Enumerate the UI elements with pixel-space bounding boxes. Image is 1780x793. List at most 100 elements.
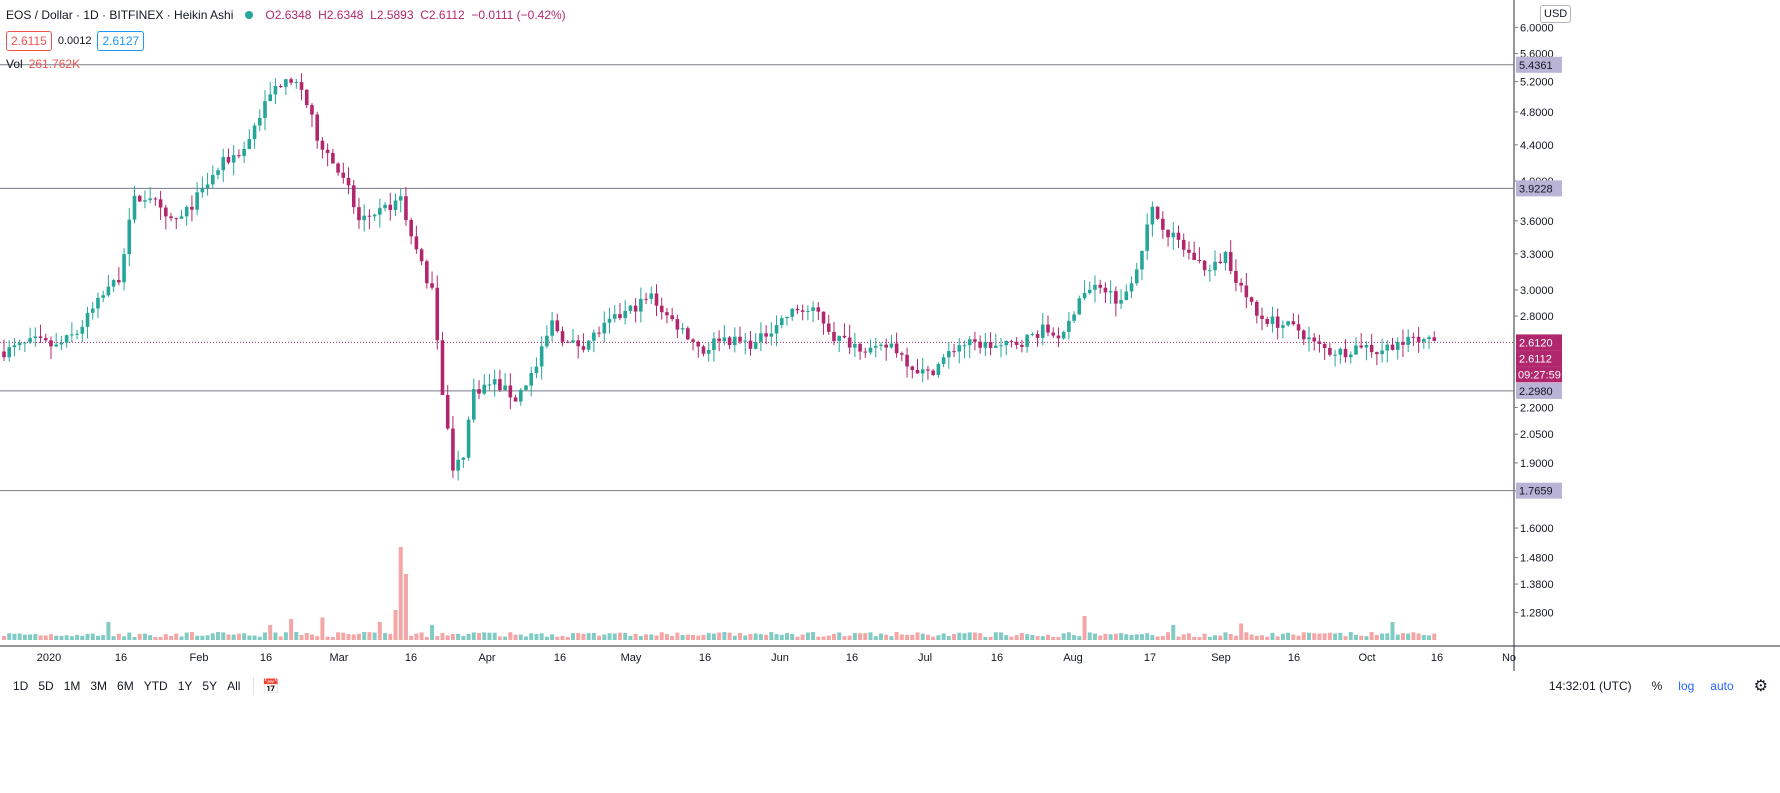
symbol-title[interactable]: EOS / Dollar · 1D · BITFINEX · Heikin As… <box>6 8 234 22</box>
candle-body <box>419 249 424 262</box>
volume-bar <box>1353 634 1358 640</box>
candle-body <box>576 340 580 347</box>
candle-body <box>28 338 32 343</box>
volume-bar <box>638 635 643 640</box>
candle-body <box>1140 250 1144 270</box>
candle-body <box>1124 291 1129 301</box>
candle-body <box>508 385 513 398</box>
volume-bar <box>148 635 153 640</box>
candle-body <box>1004 340 1009 346</box>
range-5y[interactable]: 5Y <box>202 679 218 693</box>
volume-bar <box>1014 635 1019 640</box>
volume-bar <box>1218 635 1223 640</box>
x-tick-label: May <box>621 652 642 664</box>
range-3m[interactable]: 3M <box>90 679 108 693</box>
volume-bar <box>925 634 930 640</box>
volume-bar <box>1380 633 1385 640</box>
range-5d[interactable]: 5D <box>38 679 54 693</box>
candle-body <box>748 340 753 349</box>
volume-bar <box>445 635 450 640</box>
volume-bar <box>1166 632 1171 640</box>
auto-toggle[interactable]: auto <box>1710 679 1734 693</box>
candle-body <box>947 351 951 358</box>
candle-body <box>936 363 941 375</box>
currency-button[interactable]: USD <box>1540 5 1572 23</box>
volume-bar <box>1249 634 1254 640</box>
candle-body <box>1411 336 1416 338</box>
candle-body <box>252 125 257 139</box>
volume-bar <box>957 632 962 640</box>
volume-bar <box>116 633 121 640</box>
candle-body <box>435 287 440 341</box>
volume-bar <box>398 547 403 640</box>
market-status-icon <box>245 11 254 19</box>
candle-body <box>826 323 831 332</box>
volume-bar <box>706 633 711 640</box>
volume-bar <box>132 636 137 640</box>
volume-bar <box>22 634 27 640</box>
percent-toggle[interactable]: % <box>1651 679 1663 693</box>
candle-body <box>1260 315 1264 319</box>
range-ytd[interactable]: YTD <box>143 679 168 693</box>
candle-body <box>879 344 883 346</box>
range-1y[interactable]: 1Y <box>177 679 193 693</box>
candle-body <box>670 315 674 320</box>
volume-bar <box>607 633 612 640</box>
range-all[interactable]: All <box>227 679 241 693</box>
buy-button[interactable]: 2.6127 <box>97 31 145 51</box>
volume-bar <box>1186 633 1191 640</box>
sell-button[interactable]: 2.6115 <box>6 31 52 51</box>
candle-body <box>404 196 408 221</box>
candle-body <box>1228 252 1233 271</box>
volume-bar <box>790 633 795 640</box>
calendar-icon[interactable]: 📅 <box>262 677 280 694</box>
volume-bar <box>811 632 816 640</box>
range-6m[interactable]: 6M <box>117 679 134 693</box>
candle-body <box>174 218 179 220</box>
volume-bar <box>38 635 43 640</box>
volume-bar <box>184 632 189 640</box>
volume-bar <box>529 633 534 640</box>
candle-body <box>111 280 116 287</box>
candle-body <box>691 339 695 342</box>
range-1d[interactable]: 1D <box>13 679 29 693</box>
candle-body <box>821 311 826 324</box>
scale-tools: 14:32:01 (UTC) % log auto ⚙ <box>1549 671 1780 701</box>
volume-bar <box>43 635 48 640</box>
settings-gear-icon[interactable]: ⚙ <box>1753 678 1768 695</box>
candle-body <box>216 170 220 175</box>
candle-body <box>1067 320 1071 332</box>
volume-bar <box>1040 636 1045 640</box>
candle-body <box>790 308 795 317</box>
candle-body <box>1427 337 1431 340</box>
candle-body <box>179 216 184 219</box>
volume-bar <box>617 632 622 640</box>
candle-body <box>607 318 612 323</box>
volume-bar <box>461 635 466 640</box>
chart-canvas[interactable]: 1.2800 1.3800 1.4800 1.6000 1.7659 1.9000 2.05… <box>0 0 1780 671</box>
utc-clock[interactable]: 14:32:01 (UTC) <box>1548 679 1632 693</box>
volume-bar <box>805 632 810 640</box>
candle-body <box>915 369 920 374</box>
y-tick-label: 4.4000 <box>1520 140 1554 152</box>
candle-body <box>169 216 173 219</box>
volume-bar <box>367 632 372 640</box>
volume-bar <box>142 633 147 640</box>
candle-body <box>12 345 17 348</box>
volume-bar <box>967 632 972 640</box>
candle-body <box>712 338 716 351</box>
candle-body <box>889 343 894 348</box>
candle-body <box>487 384 492 386</box>
volume-bar <box>1202 633 1207 640</box>
volume-bar <box>2 635 6 640</box>
chart-legend: EOS / Dollar · 1D · BITFINEX · Heikin As… <box>6 6 566 51</box>
volume-bar <box>1239 623 1244 640</box>
volume-bar <box>409 635 414 640</box>
candle-body <box>1114 291 1118 304</box>
candle-body <box>456 459 460 471</box>
volume-bar <box>717 632 722 640</box>
log-toggle[interactable]: log <box>1678 679 1695 693</box>
range-1m[interactable]: 1M <box>63 679 81 693</box>
candle-body <box>853 343 857 348</box>
volume-bar <box>1046 634 1050 640</box>
